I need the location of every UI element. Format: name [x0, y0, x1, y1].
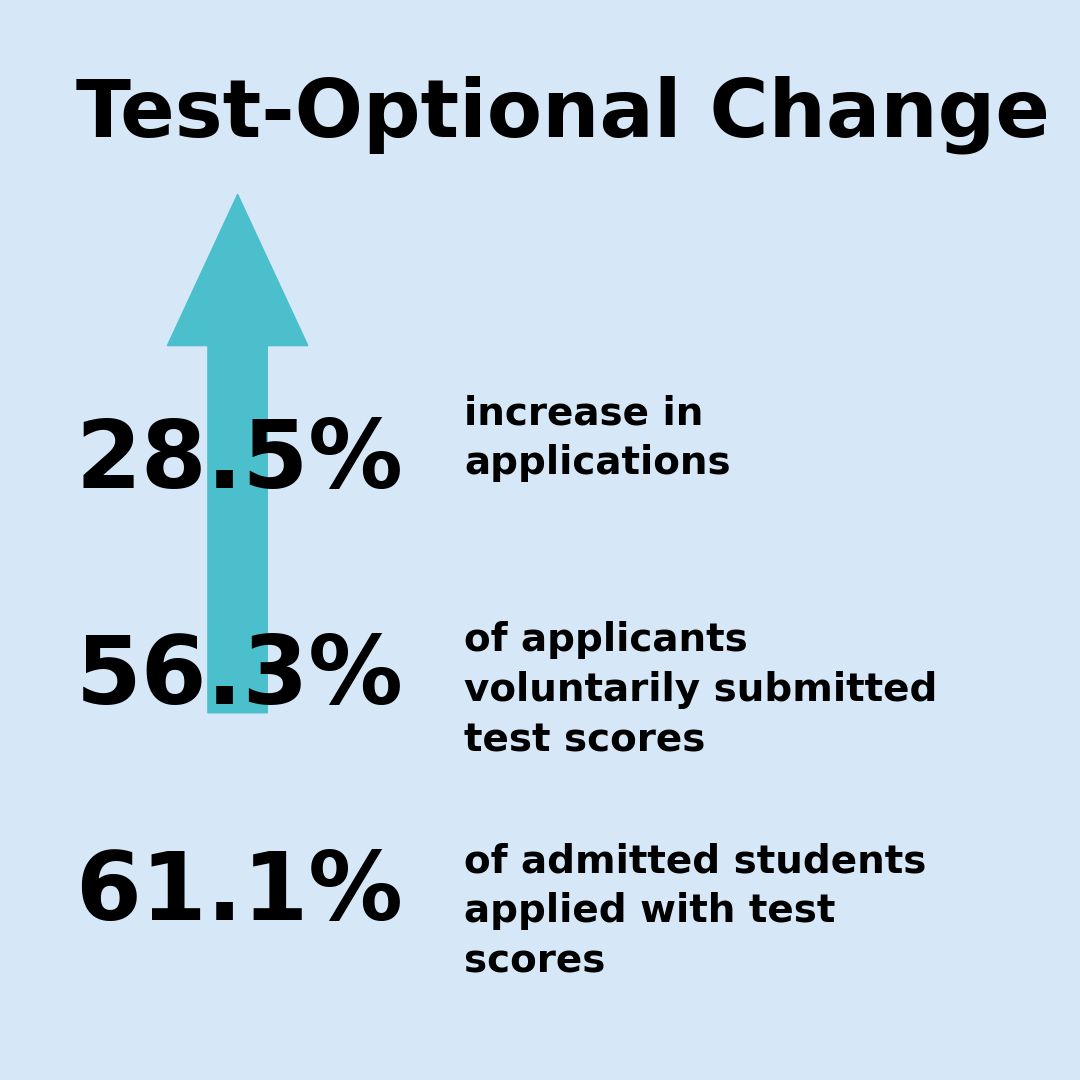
Text: of applicants
voluntarily submitted
test scores: of applicants voluntarily submitted test… — [464, 621, 937, 759]
Text: 56.3%: 56.3% — [76, 632, 404, 724]
Text: 28.5%: 28.5% — [76, 416, 404, 508]
Text: 61.1%: 61.1% — [76, 848, 404, 940]
Polygon shape — [167, 194, 308, 713]
Text: increase in
applications: increase in applications — [464, 394, 731, 482]
Text: of admitted students
applied with test
scores: of admitted students applied with test s… — [464, 842, 927, 981]
Text: Test-Optional Change: Test-Optional Change — [76, 76, 1050, 154]
